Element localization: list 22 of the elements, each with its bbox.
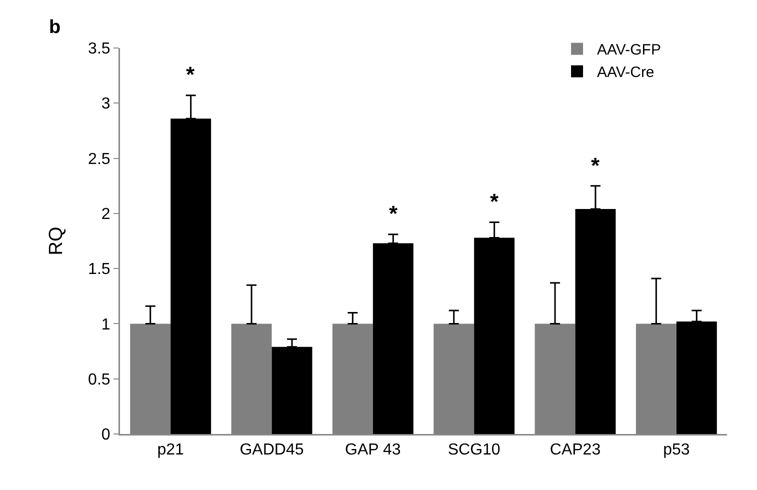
legend-label: AAV-GFP <box>597 42 661 59</box>
x-tick-label: GADD45 <box>240 442 304 459</box>
annotation: * <box>186 62 195 87</box>
y-tick-label: 2.5 <box>88 150 110 168</box>
annotation: * <box>490 189 499 214</box>
y-axis-title: RQ <box>46 226 68 256</box>
y-tick-label: 1.5 <box>88 261 110 278</box>
y-tick-label: 0.5 <box>88 371 110 388</box>
y-tick-label: 3 <box>101 96 110 113</box>
x-tick-label: CAP23 <box>550 442 601 459</box>
x-tick-label: p53 <box>663 442 690 459</box>
x-tick-label: p21 <box>157 442 184 459</box>
legend-label: AAV-Cre <box>597 64 654 82</box>
x-tick-label: GAP 43 <box>345 442 401 459</box>
y-tick-label: 3.5 <box>88 40 110 58</box>
annotation: * <box>591 153 600 178</box>
annotation: * <box>389 201 398 226</box>
y-tick-label: 1 <box>101 316 110 334</box>
x-tick-label: SCG10 <box>448 442 500 459</box>
text: b <box>49 17 61 38</box>
y-tick-label: 2 <box>101 206 110 224</box>
y-tick-label: 0 <box>101 426 110 444</box>
